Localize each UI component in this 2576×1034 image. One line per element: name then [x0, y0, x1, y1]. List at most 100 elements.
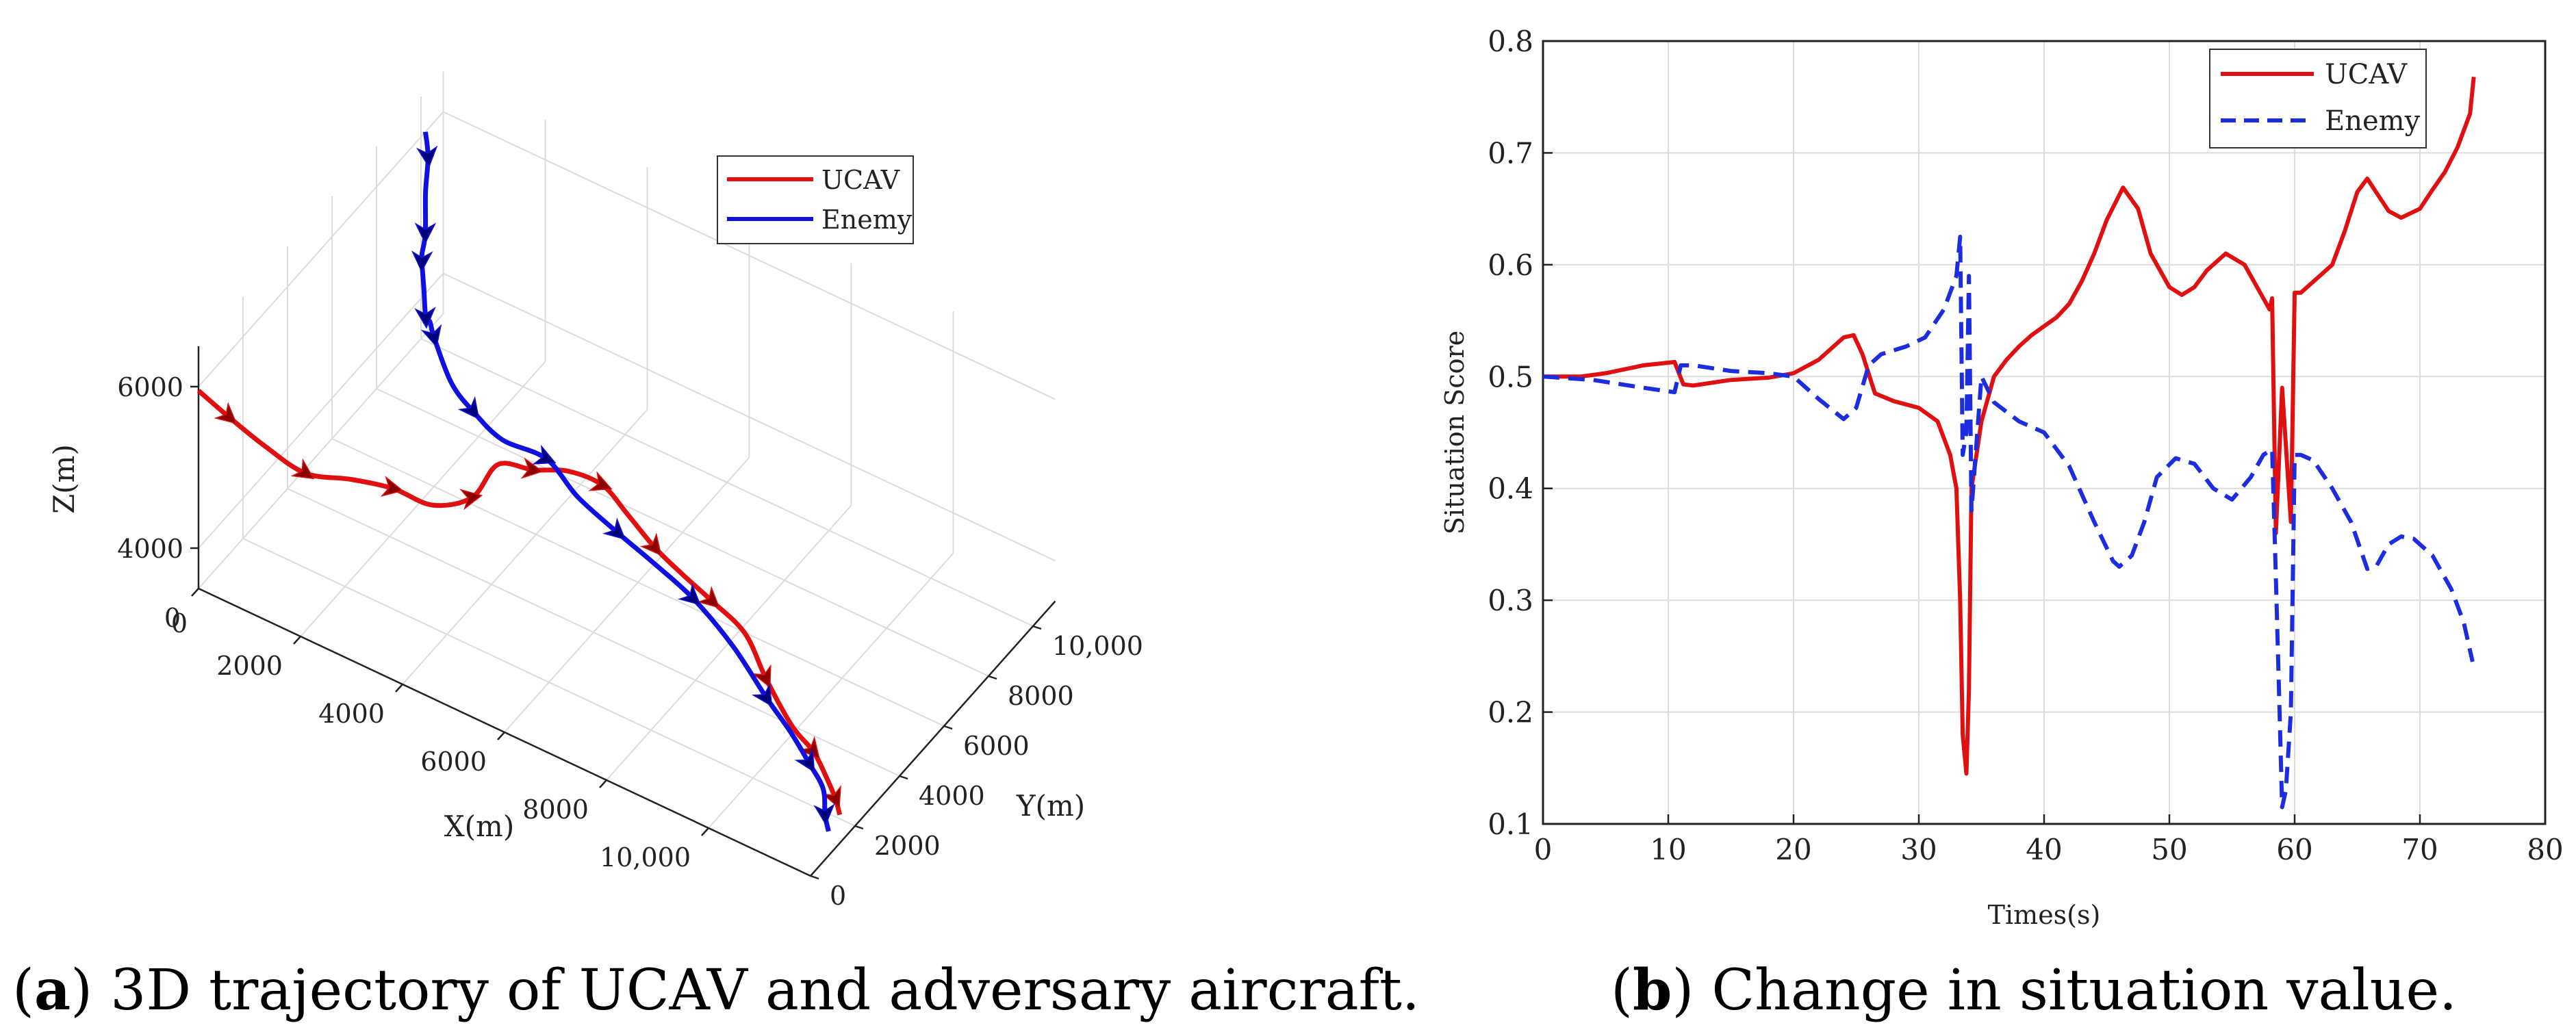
trajectory-y-tick-label: 2000: [874, 831, 941, 861]
trajectory-y-tick-mark: [854, 825, 864, 830]
situation-y-tick-label: 0.6: [1488, 248, 1533, 282]
trajectory-z-axis-label: Z(m): [47, 444, 81, 514]
situation-x-tick-label: 10: [1650, 833, 1686, 866]
trajectory-tick-labels: 0 2000 4000 6000 8000 10,000 0 2000 4000 6000 8000…: [117, 372, 1143, 911]
situation-y-tick-label: 0.1: [1488, 807, 1533, 841]
trajectory-y-tick-mark: [810, 875, 819, 880]
situation-caption-text: Change in situation value.: [1711, 958, 2457, 1023]
situation-legend-box: [2209, 49, 2427, 148]
trajectory-enemy-aircraft-marker: [414, 307, 436, 329]
trajectory-ucav-aircraft-marker: [380, 476, 404, 497]
trajectory-ucav-aircraft-marker: [459, 489, 483, 510]
trajectory-grid: [198, 71, 1056, 877]
situation-y-tick-label: 0.3: [1488, 584, 1533, 617]
trajectory-floor-gridline-x: [198, 313, 444, 589]
trajectory-y-tick-label: 6000: [963, 731, 1030, 761]
trajectory-y-tick-label: 4000: [919, 781, 985, 811]
situation-value-panel: 0 10 20 30 40 50 60 70 80 0.1 0.2 0.3 0.4 0.5 0.6 0.7 0.…: [1440, 25, 2564, 1023]
situation-y-axis-label: Situation Score: [1440, 331, 1470, 534]
situation-x-tick-label: 40: [2026, 833, 2062, 866]
trajectory-z-tick-label: 0: [171, 608, 188, 638]
trajectory-x-tick-label: 10,000: [600, 842, 691, 873]
trajectory-y-tick-label: 10,000: [1052, 631, 1143, 661]
situation-y-tick-label: 0.2: [1488, 696, 1533, 729]
trajectory-x-tick-mark: [497, 732, 505, 740]
situation-y-tick-label: 0.8: [1488, 25, 1533, 58]
trajectory-legend-enemy-label: Enemy: [821, 205, 913, 235]
trajectory-x-tick-label: 2000: [216, 651, 283, 681]
trajectory-x-tick-mark: [293, 636, 301, 645]
trajectory-enemy-aircraft-marker: [813, 803, 835, 826]
trajectory-floor-gridline-y: [287, 488, 900, 777]
situation-enemy-line: [1542, 235, 2475, 810]
trajectory-ucav-aircraft-marker: [214, 402, 238, 424]
trajectory-x-tick-mark: [599, 779, 607, 788]
trajectory-legend: UCAV Enemy: [717, 155, 914, 244]
trajectory-enemy-aircraft-marker: [420, 324, 442, 348]
trajectory-y-tick-mark: [943, 725, 953, 730]
trajectory-legend-ucav-label: UCAV: [821, 165, 900, 195]
trajectory-floor-gridline-x: [300, 361, 546, 637]
trajectory-ucav-aircraft-marker: [588, 471, 613, 491]
trajectory-z-tick-label: 6000: [117, 372, 183, 402]
trajectory-x-tick-mark: [395, 684, 403, 693]
trajectory-enemy-aircraft-marker: [794, 749, 815, 773]
trajectory-floor-gridline-y: [331, 438, 945, 727]
trajectory-enemy-aircraft-marker: [602, 517, 626, 541]
trajectory-enemy-aircraft-marker: [414, 222, 437, 244]
trajectory-y-tick-mark: [988, 675, 997, 680]
trajectory-floor-gridline-x: [402, 409, 648, 685]
trajectory-y-axis-label: Y(m): [1016, 789, 1085, 823]
trajectory-y-tick-mark: [1032, 625, 1042, 630]
situation-x-tick-label: 20: [1775, 833, 1811, 866]
trajectory-axes: [190, 346, 1056, 880]
trajectory-x-tick-mark: [701, 827, 709, 836]
situation-x-tick-label: 50: [2151, 833, 2187, 866]
trajectory-enemy-aircraft-marker: [678, 583, 702, 606]
trajectory-floor-gridline-x: [504, 456, 750, 733]
situation-x-axis-label: Times(s): [1988, 900, 2101, 930]
situation-legend: UCAV Enemy: [2209, 49, 2427, 148]
situation-x-tick-label: 80: [2527, 833, 2563, 866]
trajectory-floor-gridline-y: [376, 388, 989, 677]
situation-series: [1542, 76, 2476, 810]
trajectory-y-tick-label: 8000: [1008, 681, 1074, 711]
situation-x-tick-label: 0: [1534, 833, 1553, 866]
trajectory-ucav-aircraft-marker: [751, 664, 771, 688]
trajectory-side-wall-gridline: [198, 111, 444, 387]
trajectory-x-tick-label: 6000: [420, 747, 487, 777]
trajectory-ucav-aircraft-marker: [639, 532, 662, 556]
trajectory-x-tick-label: 0: [164, 603, 181, 633]
situation-legend-ucav-label: UCAV: [2325, 59, 2408, 90]
trajectory-enemy-path: [419, 131, 831, 832]
trajectory-ucav-aircraft-marker: [520, 457, 544, 479]
trajectory-floor-gridline-x: [708, 552, 954, 829]
trajectory-ucav-aircraft-marker: [821, 785, 841, 810]
situation-y-tick-label: 0.4: [1488, 472, 1533, 506]
trajectory-y-tick-label: 0: [830, 881, 846, 911]
trajectory-enemy-aircraft-marker: [416, 145, 438, 168]
trajectory-x-tick-label: 8000: [522, 794, 589, 825]
situation-legend-enemy-label: Enemy: [2325, 105, 2421, 137]
trajectory-x-tick-mark: [191, 588, 199, 597]
trajectory-x-axis-label: X(m): [444, 810, 515, 843]
situation-tick-labels: 0 10 20 30 40 50 60 70 80 0.1 0.2 0.3 0.4 0.5 0.6 0.7 0.…: [1488, 25, 2564, 866]
trajectory-back-wall-gridline: [443, 272, 1056, 562]
situation-y-tick-label: 0.7: [1488, 136, 1533, 170]
trajectory-ucav-aircraft-marker: [696, 586, 720, 609]
trajectory-y-tick-mark: [899, 775, 908, 780]
trajectory-floor-gridline-y: [242, 538, 856, 827]
trajectory-ucav-aircraft-marker: [798, 736, 820, 760]
trajectory-enemy-aircraft-marker: [532, 444, 557, 465]
situation-x-tick-label: 70: [2401, 833, 2438, 866]
situation-ucav-line: [1543, 76, 2476, 776]
trajectory-3d-panel: 0 2000 4000 6000 8000 10,000 0 2000 4000 6000 8000…: [12, 71, 1420, 1023]
trajectory-z-tick-label: 4000: [117, 534, 183, 564]
trajectory-caption: (a) 3D trajectory of UCAV and adversary …: [12, 957, 1420, 1023]
situation-y-tick-label: 0.5: [1488, 360, 1533, 393]
situation-x-tick-label: 60: [2276, 833, 2312, 866]
trajectory-x-tick-label: 4000: [318, 699, 385, 729]
situation-caption-label: b: [1633, 957, 1672, 1023]
trajectory-back-wall-gridline: [443, 111, 1056, 400]
